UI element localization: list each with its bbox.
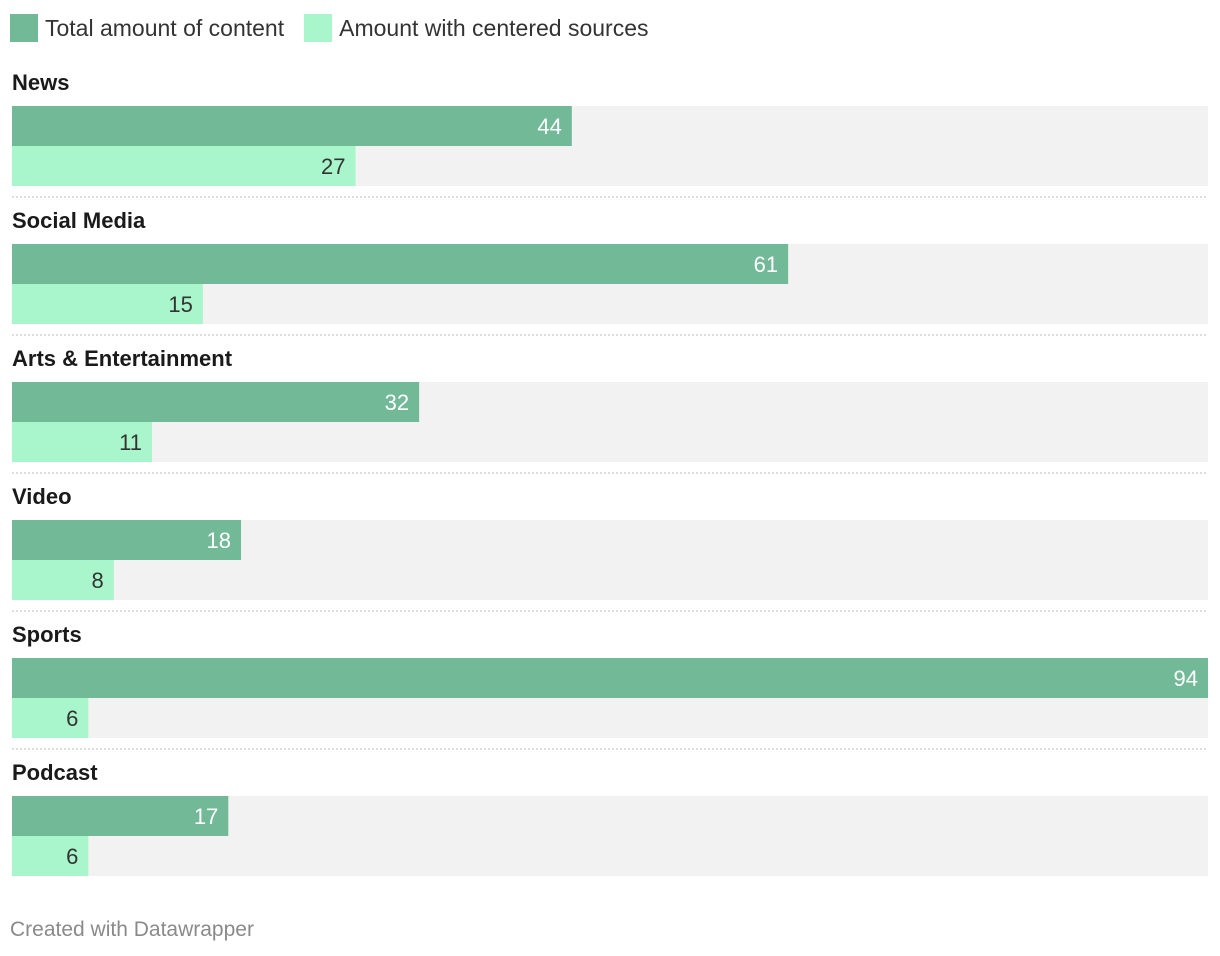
bar [12, 146, 356, 186]
category-label: News [12, 70, 69, 95]
legend-label-centered: Amount with centered sources [339, 14, 649, 41]
bar-value-label: 6 [66, 706, 78, 731]
legend-swatch-total [10, 14, 38, 42]
category-label: Video [12, 484, 72, 509]
bar-value-label: 44 [537, 114, 561, 139]
bar-value-label: 94 [1174, 666, 1198, 691]
category-label: Arts & Entertainment [12, 346, 233, 371]
bar-value-label: 17 [194, 804, 218, 829]
bar-value-label: 61 [754, 252, 778, 277]
bar [12, 382, 420, 422]
bar [12, 284, 203, 324]
category-label: Sports [12, 622, 82, 647]
bar-value-label: 11 [119, 430, 142, 455]
bar [12, 520, 242, 560]
bar [12, 560, 114, 600]
bar [12, 658, 1208, 698]
bar [12, 836, 89, 876]
bar [12, 244, 789, 284]
legend: Total amount of content Amount with cent… [10, 12, 669, 44]
bar-value-label: 8 [92, 568, 104, 593]
bar-value-label: 32 [385, 390, 409, 415]
legend-item-total: Total amount of content [10, 14, 284, 42]
bar-value-label: 18 [207, 528, 231, 553]
legend-item-centered: Amount with centered sources [304, 14, 649, 42]
bar [12, 796, 229, 836]
bar [12, 698, 89, 738]
footer-credit: Created with Datawrapper [10, 918, 254, 941]
bar-value-label: 6 [66, 844, 78, 869]
bar [12, 422, 152, 462]
bar-value-label: 15 [168, 292, 192, 317]
bar-chart: News 44 27 Social Media 61 15 Arts & Entertain… [12, 70, 1208, 876]
bar [12, 106, 572, 146]
legend-label-total: Total amount of content [45, 14, 285, 41]
legend-swatch-centered [304, 14, 333, 42]
category-label: Podcast [12, 760, 98, 785]
category-label: Social Media [12, 208, 146, 233]
bar-value-label: 27 [321, 154, 345, 179]
